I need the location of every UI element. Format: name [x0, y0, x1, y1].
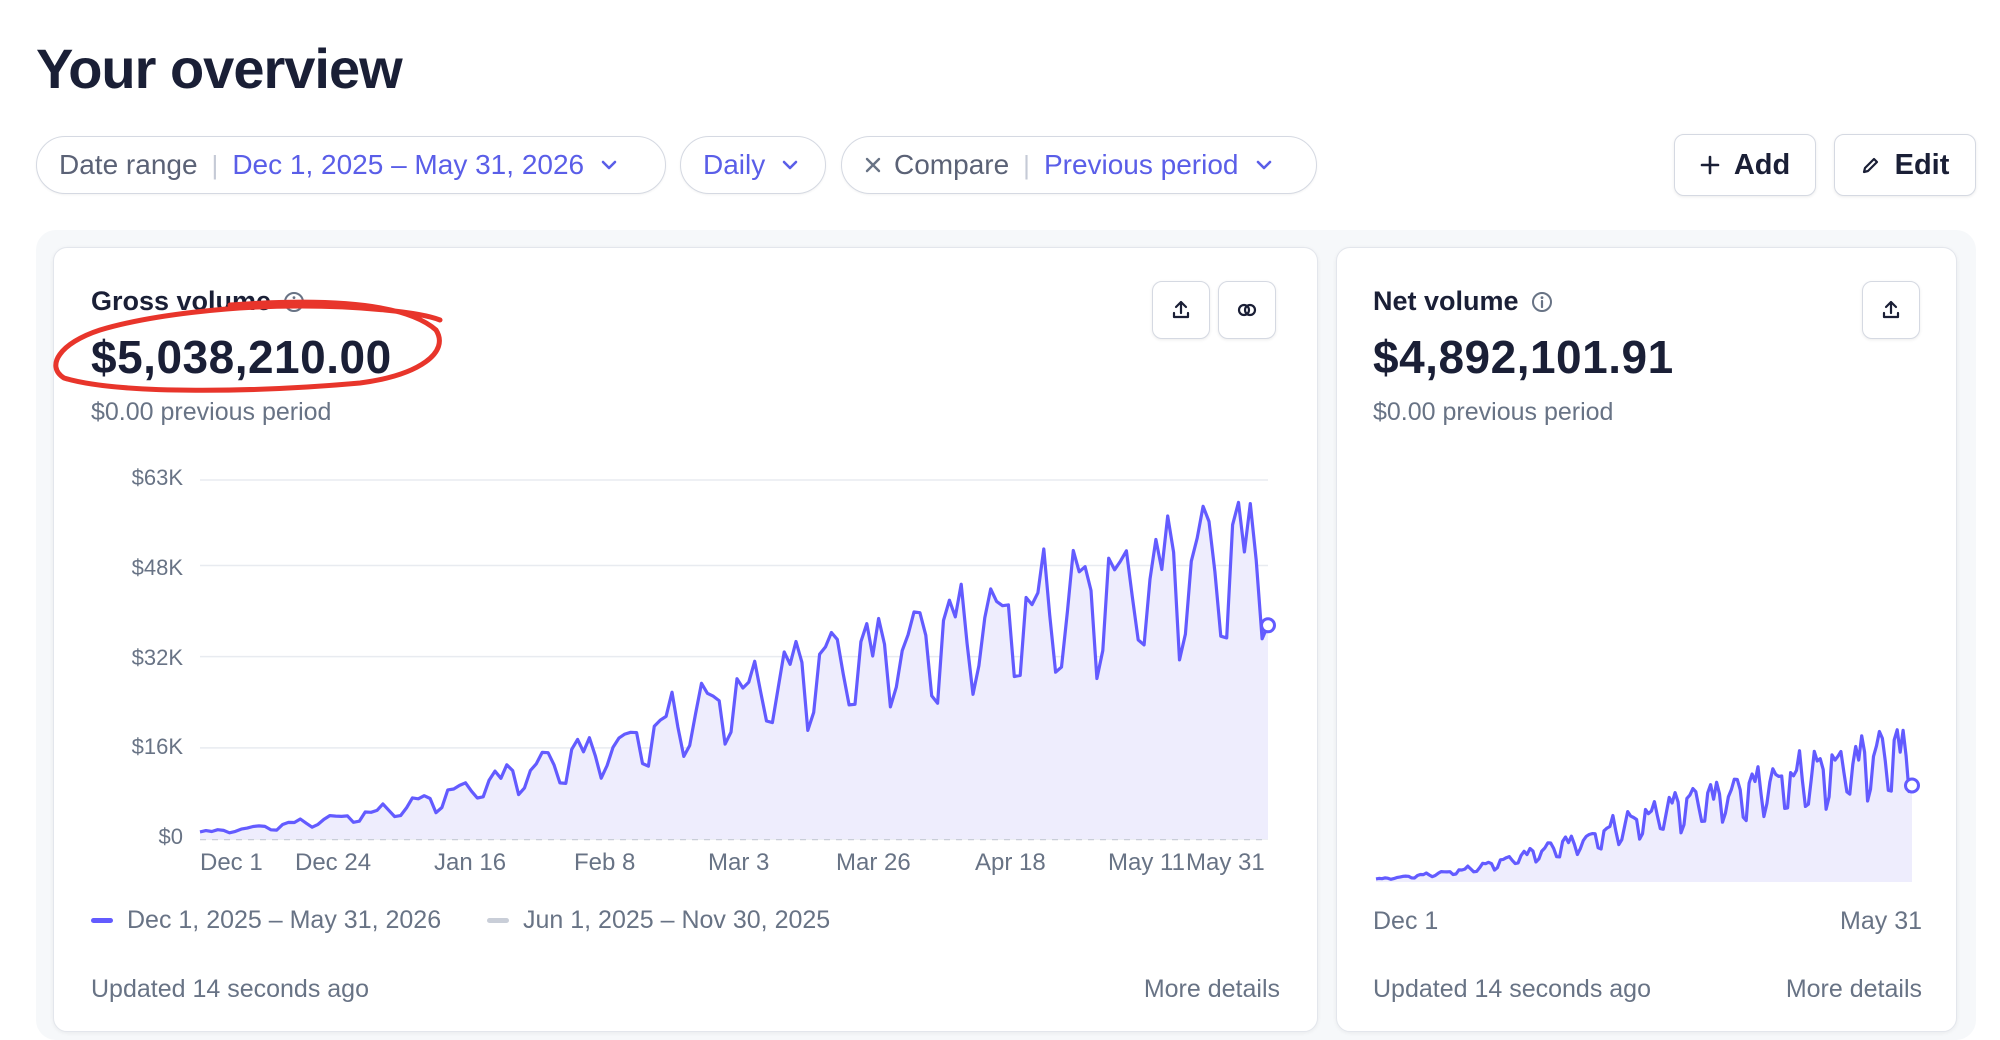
legend-swatch — [91, 918, 113, 923]
add-button-label: Add — [1733, 148, 1791, 181]
date-range-value: Dec 1, 2025 – May 31, 2026 — [232, 149, 585, 180]
chevron-down-icon — [1255, 159, 1273, 171]
x-tick-label: Dec 1 — [1373, 907, 1439, 935]
gross-more-details-link[interactable]: More details — [1143, 975, 1280, 1003]
filter-separator: | — [1023, 149, 1030, 180]
compare-label: Compare — [894, 149, 1010, 180]
x-tick-label: Apr 18 — [975, 849, 1046, 876]
info-icon[interactable] — [1531, 291, 1553, 313]
gross-updated-text: Updated 14 seconds ago — [91, 975, 369, 1003]
y-tick-label: $0 — [158, 824, 183, 849]
net-volume-previous: $0.00 previous period — [1373, 398, 1614, 426]
export-button[interactable] — [1152, 281, 1210, 339]
gross-volume-previous: $0.00 previous period — [91, 398, 332, 426]
compare-toggle-button[interactable] — [1218, 281, 1276, 339]
edit-button[interactable]: Edit — [1834, 134, 1976, 196]
x-tick-label: May 31 — [1840, 907, 1922, 935]
close-icon[interactable] — [864, 156, 882, 174]
legend-current: Dec 1, 2025 – May 31, 2026 — [91, 906, 441, 935]
date-range-label: Date range — [59, 149, 198, 180]
plus-icon — [1700, 155, 1720, 175]
legend-swatch — [487, 918, 509, 923]
x-tick-label: Feb 8 — [574, 849, 636, 876]
x-tick-label: Jan 16 — [434, 849, 507, 876]
net-volume-line — [1375, 728, 1914, 881]
edit-button-label: Edit — [1894, 148, 1950, 181]
x-tick-label: Dec 24 — [295, 849, 372, 876]
net-volume-chart[interactable] — [1375, 728, 1920, 882]
gross-volume-title: Gross volume — [91, 286, 305, 317]
gross-volume-value: $5,038,210.00 — [91, 331, 392, 383]
upload-icon — [1170, 299, 1192, 321]
x-tick-label: May 31 — [1186, 849, 1265, 876]
x-tick-label: Dec 1 — [200, 849, 263, 876]
y-tick-label: $32K — [131, 645, 183, 670]
y-tick-label: $16K — [131, 734, 183, 759]
net-updated-text: Updated 14 seconds ago — [1373, 975, 1651, 1003]
gross-volume-area — [200, 502, 1268, 839]
gross-volume-title-text: Gross volume — [91, 286, 272, 316]
legend-previous: Jun 1, 2025 – Nov 30, 2025 — [487, 906, 830, 935]
add-button[interactable]: Add — [1674, 134, 1816, 196]
x-tick-label: May 11 — [1108, 849, 1185, 876]
upload-icon — [1880, 299, 1902, 321]
net-volume-area — [1376, 729, 1912, 882]
export-button[interactable] — [1862, 281, 1920, 339]
compare-value: Previous period — [1043, 149, 1239, 180]
net-volume-card[interactable] — [1336, 247, 1957, 1032]
interval-filter[interactable]: Daily — [680, 136, 826, 194]
x-tick-label: Mar 26 — [836, 849, 911, 876]
gross-volume-line — [199, 500, 1270, 835]
gross-volume-end-point[interactable] — [1260, 617, 1276, 634]
y-tick-label: $63K — [131, 465, 183, 490]
link-icon — [1235, 299, 1259, 321]
gross-volume-chart[interactable] — [199, 500, 1276, 839]
net-volume-value: $4,892,101.91 — [1373, 331, 1674, 383]
date-range-filter[interactable]: Date range | Dec 1, 2025 – May 31, 2026 — [36, 136, 666, 194]
chevron-down-icon — [600, 159, 618, 171]
x-tick-label: Mar 3 — [708, 849, 770, 876]
y-tick-label: $48K — [131, 555, 183, 580]
filter-separator: | — [211, 149, 219, 180]
legend-current-label: Dec 1, 2025 – May 31, 2026 — [127, 906, 442, 934]
pencil-icon — [1861, 155, 1881, 175]
net-volume-end-point[interactable] — [1904, 777, 1920, 794]
net-volume-title: Net volume — [1373, 286, 1553, 317]
interval-value: Daily — [703, 149, 766, 180]
chevron-down-icon — [781, 159, 799, 171]
legend-previous-label: Jun 1, 2025 – Nov 30, 2025 — [523, 906, 831, 934]
net-more-details-link[interactable]: More details — [1785, 975, 1922, 1003]
compare-filter[interactable]: Compare | Previous period — [841, 136, 1317, 194]
annotation-circle — [53, 299, 443, 393]
net-volume-title-text: Net volume — [1373, 286, 1519, 316]
page-title: Your overview — [36, 37, 403, 100]
